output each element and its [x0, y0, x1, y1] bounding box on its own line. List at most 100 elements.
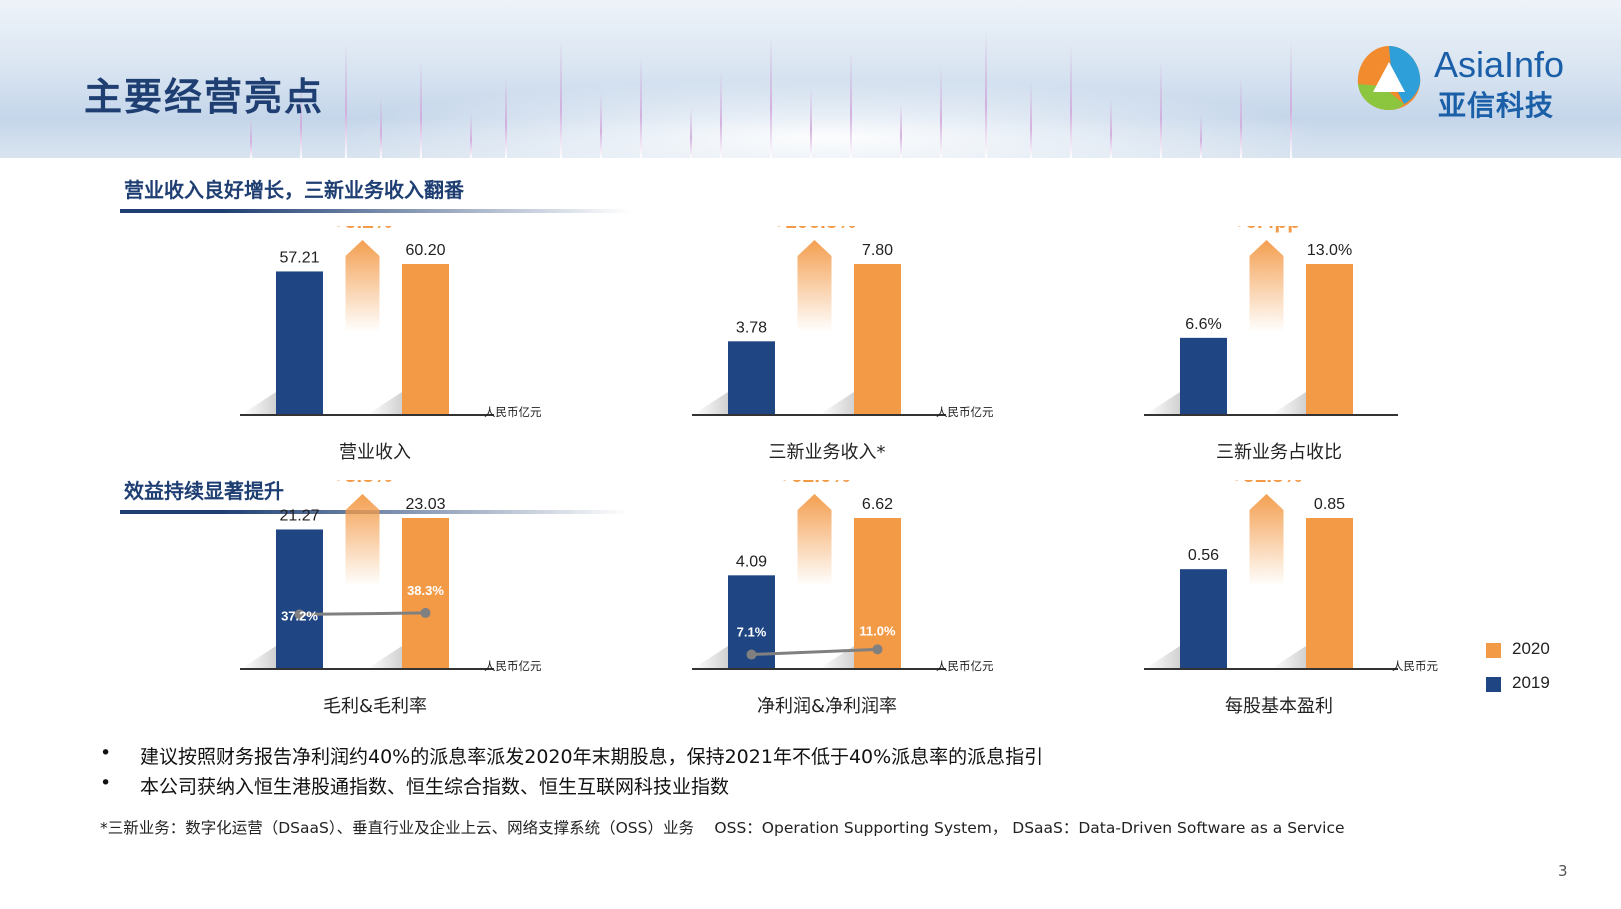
chart-net-profit: 4.09 6.62 +62.0% 7.1% 11.0% 人民币亿元 净利润&净利润率	[692, 480, 994, 717]
banner-streak	[1110, 98, 1112, 158]
value-label-2020: 7.80	[862, 242, 893, 259]
value-label-2020: 0.85	[1314, 496, 1345, 513]
value-label-2019: 6.6%	[1185, 316, 1221, 333]
bar-2019	[276, 271, 323, 414]
bar-shadow	[820, 392, 854, 414]
banner-streak	[505, 76, 507, 158]
rate-line	[751, 647, 878, 657]
bar-2019	[1180, 337, 1227, 414]
bar-2019	[728, 341, 775, 414]
banner-streak	[300, 81, 302, 158]
banner-streak	[985, 29, 987, 158]
chart-eps: 0.56 0.85 +51.8% 人民币元 每股基本盈利	[1144, 480, 1444, 717]
banner-streak	[850, 50, 852, 158]
banner-streak	[770, 34, 772, 158]
rate-line	[299, 611, 426, 616]
banner-streak	[250, 118, 252, 158]
chart-unit: 人民币元	[1392, 659, 1438, 673]
bullet-text: 本公司获纳入恒生港股通指数、恒生综合指数、恒生互联网科技业指数	[140, 776, 730, 798]
growth-arrow-icon	[345, 494, 380, 586]
banner-glow	[330, 78, 1330, 158]
footnote: *三新业务：数字化运营（DSaaS）、垂直行业及企业上云、网络支撑系统（OSS）…	[100, 819, 1345, 837]
chart-new-business-revenue: 3.78 7.80 +106.5% 人民币亿元 三新业务收入*	[692, 226, 994, 463]
value-label-2019: 57.21	[279, 249, 319, 266]
value-label-2020: 6.62	[862, 496, 893, 513]
chart-unit: 人民币亿元	[936, 659, 994, 673]
value-label-2019: 3.78	[736, 319, 767, 336]
chart-revenue: 57.21 60.20 +5.2% 人民币亿元 营业收入	[240, 226, 542, 463]
banner-streak	[900, 103, 902, 158]
chart-gross-profit: 21.27 23.03 +8.3% 37.2% 38.3% 人民币亿元 毛利&毛利率	[240, 480, 542, 717]
asiainfo-logo: AsiaInfo 亚信科技	[1352, 40, 1582, 122]
banner-streak	[380, 97, 382, 158]
bar-2019	[1180, 569, 1227, 668]
growth-label: +6.4pp	[1233, 226, 1300, 233]
rate-point-2019	[746, 649, 757, 660]
value-label-2019: 0.56	[1188, 547, 1219, 564]
rate-point-2019	[294, 609, 305, 620]
page-number: 3	[1558, 862, 1568, 880]
growth-arrow-icon	[345, 240, 380, 332]
value-label-2020: 60.20	[405, 242, 445, 259]
banner-streak	[345, 44, 347, 158]
bar-shadow	[1146, 392, 1180, 414]
logo-mark-icon	[1357, 46, 1421, 110]
banner-streak	[1240, 77, 1242, 158]
bullet-marker: •	[100, 772, 112, 794]
header-banner	[0, 0, 1621, 158]
rate-point-2020	[420, 607, 431, 618]
bar-2020	[402, 264, 449, 414]
growth-label: +51.8%	[1231, 480, 1303, 487]
rate-label-2020: 38.3%	[407, 583, 444, 598]
bullet-list: • 建议按照财务报告净利润约40%的派息率派发2020年末期股息，保持2021年…	[100, 742, 1043, 802]
bar-2020	[402, 518, 449, 668]
growth-label: +8.3%	[332, 480, 392, 487]
banner-streak	[420, 60, 422, 158]
value-label-2020: 13.0%	[1307, 242, 1352, 259]
bar-shadow	[242, 646, 276, 668]
banner-streak	[560, 39, 562, 158]
banner-streak	[600, 92, 602, 158]
growth-label: +106.5%	[773, 226, 857, 233]
banner-streak	[640, 55, 642, 158]
growth-arrow-icon	[1249, 494, 1284, 586]
banner-streak	[1290, 40, 1292, 158]
bullet-item: • 本公司获纳入恒生港股通指数、恒生综合指数、恒生互联网科技业指数	[100, 772, 1043, 802]
growth-label: +62.0%	[779, 480, 851, 487]
value-label-2019: 4.09	[736, 553, 767, 570]
chart-label: 每股基本盈利	[1225, 696, 1333, 717]
rate-label-2019: 37.2%	[281, 608, 318, 623]
banner-streak	[940, 66, 942, 158]
bar-2020	[1306, 518, 1353, 668]
section-title-revenue: 营业收入良好增长，三新业务收入翻番	[124, 178, 464, 202]
bar-shadow	[1146, 646, 1180, 668]
growth-label: +5.2%	[332, 226, 392, 233]
banner-streak	[1160, 61, 1162, 158]
bar-shadow	[368, 646, 402, 668]
chart-label: 毛利&毛利率	[322, 696, 428, 717]
banner-streak	[470, 113, 472, 158]
chart-unit: 人民币亿元	[936, 405, 994, 419]
bullet-marker: •	[100, 742, 112, 764]
bar-shadow	[242, 392, 276, 414]
banner-streak	[1030, 82, 1032, 158]
logo-text-cn: 亚信科技	[1438, 89, 1555, 122]
banner-streak	[1070, 45, 1072, 158]
bullet-text: 建议按照财务报告净利润约40%的派息率派发2020年末期股息，保持2021年不低…	[140, 746, 1044, 768]
bar-2020	[1306, 264, 1353, 414]
growth-arrow-icon	[797, 240, 832, 332]
chart-label: 三新业务占收比	[1216, 442, 1342, 463]
bar-2020	[854, 518, 901, 668]
value-label-2019: 21.27	[279, 507, 319, 524]
chart-label: 净利润&净利润率	[756, 696, 898, 717]
legend-label: 2020	[1512, 639, 1550, 658]
growth-arrow-icon	[1249, 240, 1284, 332]
chart-unit: 人民币亿元	[484, 405, 542, 419]
section-rule-revenue	[120, 209, 630, 213]
rate-label-2020: 11.0%	[859, 623, 896, 638]
growth-arrow-icon	[797, 494, 832, 586]
bar-2020	[854, 264, 901, 414]
legend-label: 2019	[1512, 673, 1550, 692]
chart-unit: 人民币亿元	[484, 659, 542, 673]
bar-2019	[276, 529, 323, 668]
